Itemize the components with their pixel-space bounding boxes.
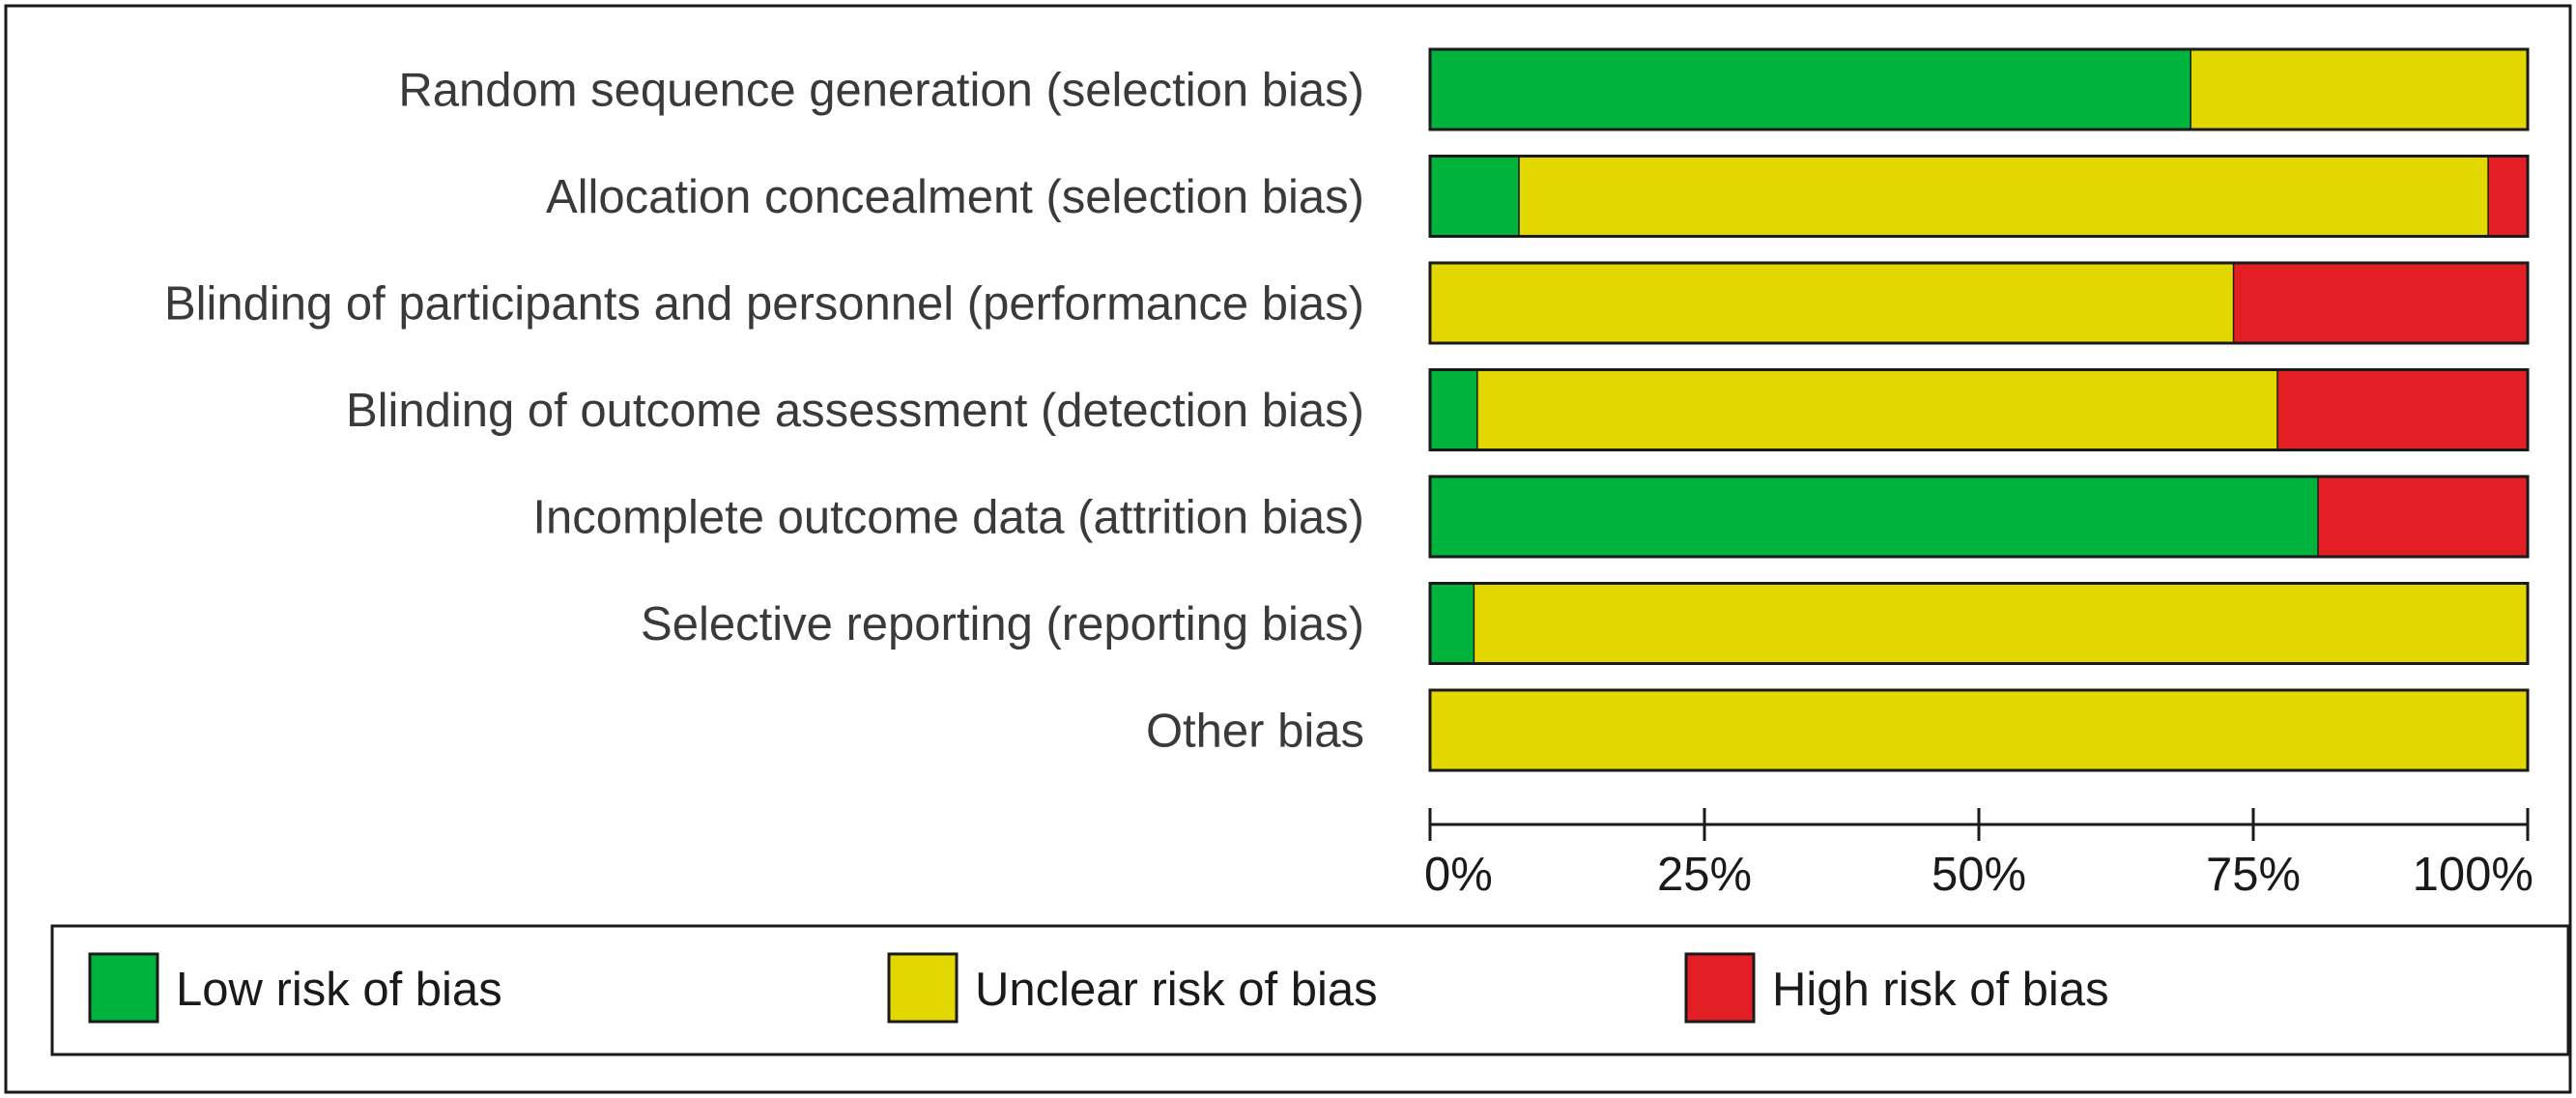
- bar-segment-unclear: [1430, 263, 2234, 343]
- bar-segment-unclear: [1519, 156, 2489, 237]
- bar-segment-low: [1430, 49, 2191, 130]
- bar-outline: [1428, 475, 2530, 559]
- legend-label: High risk of bias: [1772, 964, 2109, 1016]
- bar-outline: [1428, 155, 2530, 238]
- x-tick-label: 50%: [1932, 849, 2026, 901]
- row-label: Blinding of outcome assessment (detectio…: [346, 385, 1364, 437]
- bar-row: Selective reporting (reporting bias): [641, 582, 2530, 665]
- bar-outline: [1428, 368, 2530, 451]
- x-tick-label: 0%: [1424, 849, 1493, 901]
- row-label: Blinding of participants and personnel (…: [164, 278, 1364, 331]
- bar-segment-high: [2318, 477, 2528, 557]
- bar-segment-unclear: [2190, 49, 2528, 130]
- bar-row: Blinding of participants and personnel (…: [164, 261, 2530, 345]
- legend: Low risk of bias Unclear risk of bias High…: [50, 924, 2570, 1056]
- bar-segment-low: [1430, 369, 1477, 450]
- bar-segment-high: [2276, 369, 2528, 450]
- bar-row: Other bias: [1146, 688, 2530, 772]
- legend-swatch-low: [88, 952, 159, 1024]
- legend-frame: [50, 924, 2570, 1056]
- legend-swatch-unclear: [887, 952, 959, 1024]
- bar-row: Random sequence generation (selection bi…: [398, 47, 2530, 131]
- bar-segment-high: [2488, 156, 2528, 237]
- legend-label: Low risk of bias: [176, 964, 502, 1016]
- bar-row: Blinding of outcome assessment (detectio…: [346, 368, 2530, 451]
- row-label: Allocation concealment (selection bias): [546, 171, 1364, 223]
- bar-segment-unclear: [1474, 583, 2528, 664]
- bar-segment-unclear: [1476, 369, 2277, 450]
- bar-outline: [1428, 582, 2530, 665]
- bar-segment-low: [1430, 583, 1474, 664]
- row-label: Incomplete outcome data (attrition bias): [532, 492, 1364, 544]
- bar-segment-high: [2233, 263, 2528, 343]
- bar-row: Allocation concealment (selection bias): [546, 155, 2530, 238]
- row-label: Random sequence generation (selection bi…: [398, 65, 1364, 117]
- x-tick-label: 100%: [2413, 849, 2533, 901]
- x-tick-label: 25%: [1657, 849, 1752, 901]
- bar-row: Incomplete outcome data (attrition bias): [532, 475, 2530, 559]
- row-label: Selective reporting (reporting bias): [641, 598, 1364, 650]
- bar-segment-low: [1430, 477, 2319, 557]
- bar-outline: [1428, 261, 2530, 345]
- x-axis: 0% 25% 50% 75% 100%: [1424, 808, 2533, 901]
- row-label: Other bias: [1146, 706, 1364, 758]
- bar-segment-unclear: [1430, 690, 2528, 770]
- legend-label: Unclear risk of bias: [975, 964, 1378, 1016]
- rows-layer: Random sequence generation (selection bi…: [164, 47, 2530, 772]
- bar-outline: [1428, 688, 2530, 772]
- bar-outline: [1428, 47, 2530, 131]
- bar-segment-low: [1430, 156, 1520, 237]
- x-tick-label: 75%: [2206, 849, 2301, 901]
- legend-swatch-high: [1684, 952, 1756, 1024]
